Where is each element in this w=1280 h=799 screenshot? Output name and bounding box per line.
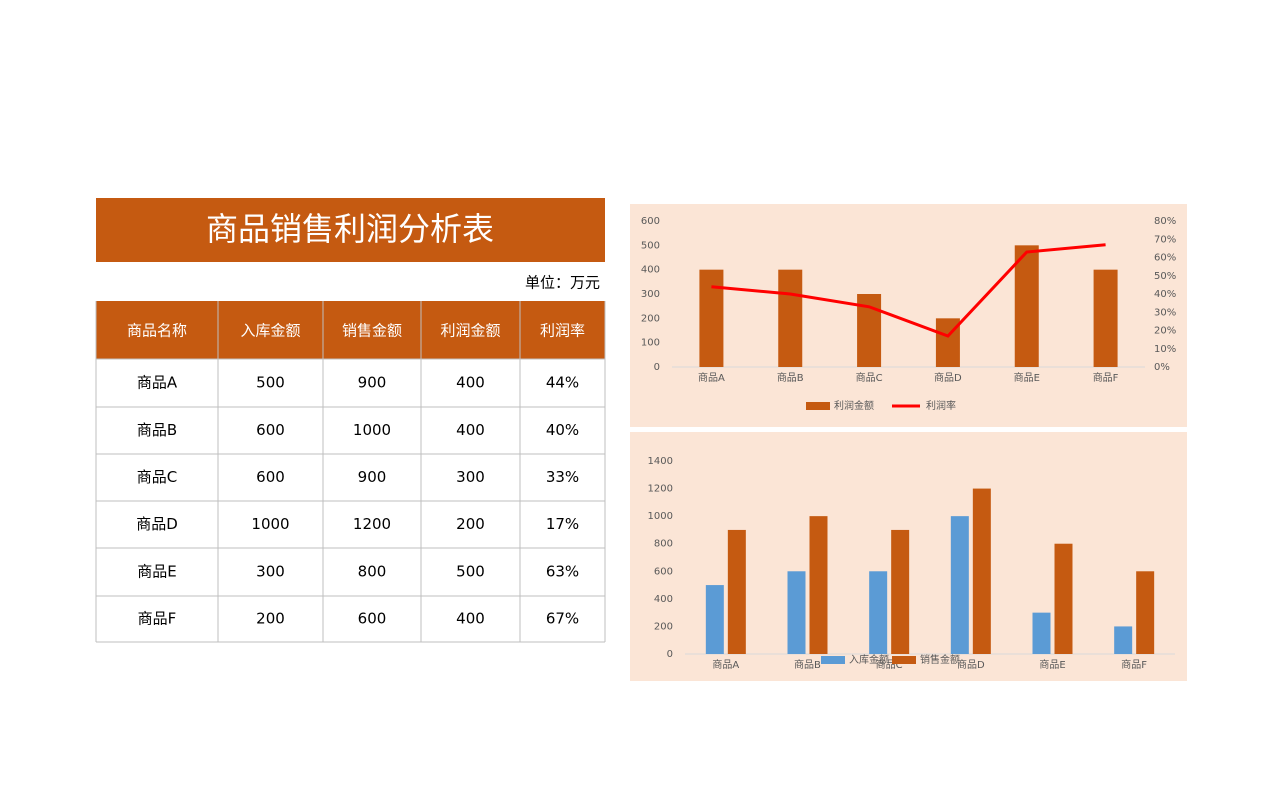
x-tick-label: 商品A — [712, 658, 739, 671]
column-header: 商品名称 — [127, 322, 187, 340]
x-tick-label: 商品E — [1039, 658, 1065, 671]
bar — [809, 516, 828, 654]
bar — [1014, 245, 1039, 367]
y2-tick-label: 80% — [1154, 216, 1176, 227]
bar — [1093, 269, 1118, 367]
x-tick-label: 商品D — [957, 658, 985, 671]
table-cell: 500 — [456, 563, 485, 581]
table-cell: 17% — [546, 515, 579, 533]
column-header: 利润率 — [540, 322, 585, 340]
column-header: 利润金额 — [440, 322, 500, 340]
table-cell: 600 — [358, 610, 387, 628]
bar — [778, 269, 803, 367]
y-tick-label: 200 — [641, 313, 660, 324]
legend-swatch — [821, 656, 845, 664]
table-cell: 40% — [546, 421, 579, 439]
x-tick-label: 商品D — [934, 371, 962, 384]
column-header: 入库金额 — [240, 322, 300, 340]
table-cell: 300 — [456, 468, 485, 486]
y2-tick-label: 60% — [1154, 253, 1176, 264]
table-cell: 商品B — [137, 421, 177, 439]
legend-label: 入库金额 — [849, 653, 889, 666]
bar — [950, 516, 969, 654]
y2-tick-label: 10% — [1154, 344, 1176, 355]
bar — [727, 529, 746, 654]
table-cell: 200 — [256, 610, 285, 628]
x-tick-label: 商品C — [856, 371, 883, 384]
x-tick-label: 商品A — [698, 371, 725, 384]
table-cell: 1000 — [251, 515, 289, 533]
bar — [891, 529, 910, 654]
y-tick-label: 400 — [654, 594, 673, 605]
bar — [787, 571, 806, 654]
y-tick-label: 1400 — [648, 456, 673, 467]
y2-tick-label: 30% — [1154, 307, 1176, 318]
table-cell: 44% — [546, 374, 579, 392]
y-tick-label: 100 — [641, 338, 660, 349]
table-cell: 600 — [256, 421, 285, 439]
bar — [699, 269, 724, 367]
table-cell: 500 — [256, 374, 285, 392]
table-cell: 600 — [256, 468, 285, 486]
table-cell: 200 — [456, 515, 485, 533]
table-cell: 900 — [358, 374, 387, 392]
legend-swatch — [806, 402, 830, 410]
y-tick-label: 600 — [654, 566, 673, 577]
x-tick-label: 商品B — [794, 658, 821, 671]
y-tick-label: 1200 — [648, 484, 673, 495]
y-tick-label: 500 — [641, 240, 660, 251]
legend-label: 利润率 — [926, 399, 956, 412]
legend-swatch — [892, 656, 916, 664]
x-tick-label: 商品F — [1093, 371, 1119, 384]
bar — [1054, 543, 1073, 654]
y2-tick-label: 0% — [1154, 362, 1170, 373]
table-cell: 400 — [456, 421, 485, 439]
y-tick-label: 800 — [654, 539, 673, 550]
bar — [705, 585, 724, 654]
y2-tick-label: 20% — [1154, 326, 1176, 337]
y-tick-label: 600 — [641, 216, 660, 227]
table-cell: 商品A — [137, 374, 178, 392]
table-cell: 商品E — [137, 563, 176, 581]
y-tick-label: 0 — [654, 362, 660, 373]
bar — [972, 488, 991, 654]
page-title: 商品销售利润分析表 — [206, 210, 494, 248]
table-cell: 900 — [358, 468, 387, 486]
table-cell: 63% — [546, 563, 579, 581]
y2-tick-label: 40% — [1154, 289, 1176, 300]
title-bar — [96, 198, 605, 262]
y2-tick-label: 70% — [1154, 234, 1176, 245]
unit-note: 单位：万元 — [525, 274, 600, 292]
y-tick-label: 300 — [641, 289, 660, 300]
table-cell: 1000 — [353, 421, 391, 439]
table-cell: 商品F — [138, 610, 177, 628]
y-tick-label: 200 — [654, 621, 673, 632]
table-cell: 300 — [256, 563, 285, 581]
x-tick-label: 商品F — [1121, 658, 1147, 671]
y-tick-label: 0 — [667, 649, 673, 660]
table-cell: 400 — [456, 610, 485, 628]
table-cell: 400 — [456, 374, 485, 392]
table-cell: 1200 — [353, 515, 391, 533]
column-header: 销售金额 — [342, 322, 402, 340]
y2-tick-label: 50% — [1154, 271, 1176, 282]
y-tick-label: 400 — [641, 265, 660, 276]
bar — [869, 571, 888, 654]
y-tick-label: 1000 — [648, 511, 673, 522]
table-cell: 67% — [546, 610, 579, 628]
x-tick-label: 商品B — [777, 371, 804, 384]
table-cell: 33% — [546, 468, 579, 486]
legend-label: 利润金额 — [834, 399, 874, 412]
table-cell: 800 — [358, 563, 387, 581]
legend-label: 销售金额 — [920, 653, 960, 666]
table-cell: 商品D — [136, 515, 178, 533]
line — [711, 243, 1106, 338]
bar — [1136, 571, 1155, 654]
bar — [1032, 612, 1051, 654]
x-tick-label: 商品E — [1014, 371, 1040, 384]
bar — [1114, 626, 1133, 654]
table-cell: 商品C — [137, 468, 177, 486]
